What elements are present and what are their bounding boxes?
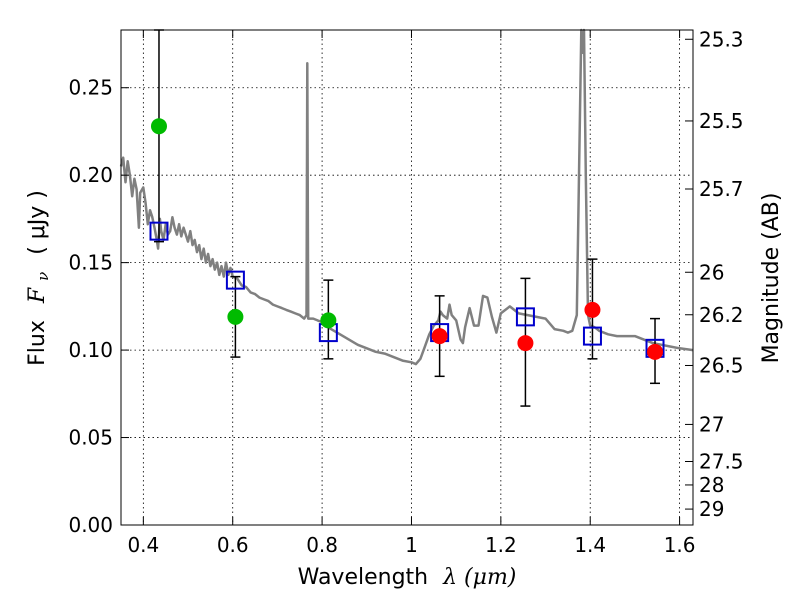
optical-data-point (227, 308, 244, 325)
y-axis-label-subscript: ν (34, 272, 52, 281)
model-spectrum (119, 28, 694, 366)
y-tick-label: 0.15 (68, 251, 113, 275)
y-tick-label: 0.20 (68, 163, 113, 187)
y-tick-label: 0.10 (68, 338, 113, 362)
x-tick-label: 0.4 (127, 533, 159, 557)
nir-data-point (584, 301, 601, 318)
x-axis-label: Wavelength λ (μm) (298, 565, 517, 590)
y2-tick-label: 28 (699, 473, 724, 497)
y2-tick-label: 27 (699, 412, 724, 436)
y-tick-label: 0.00 (68, 513, 113, 537)
markers (149, 118, 665, 360)
nir-data-point (431, 328, 448, 345)
y2-tick-label: 25.7 (699, 177, 744, 201)
y-axis-label: Flux F ν ( μJy ) (25, 190, 54, 366)
y2-tick-label: 26.2 (699, 303, 744, 327)
model-photometry-square (225, 270, 245, 290)
model-photometry-square (515, 307, 535, 327)
y2-tick-label: 25.3 (699, 27, 744, 51)
x-tick-label: 0.6 (217, 533, 249, 557)
nir-data-point (647, 343, 664, 360)
y2-tick-label: 26 (699, 260, 724, 284)
y2-tick-label: 25.5 (699, 109, 744, 133)
y2-axis-label: Magnitude (AB) (759, 193, 784, 364)
model-photometry-square (149, 221, 169, 241)
model-spectrum-line (119, 28, 694, 366)
y2-tick-label: 27.5 (699, 450, 744, 474)
x-axis-label-text: Wavelength (298, 565, 429, 590)
y-axis-label-symbol: F (25, 287, 50, 304)
x-tick-label: 1.4 (574, 533, 606, 557)
model-photometry-square (582, 326, 602, 346)
x-axis-label-unit: λ (μm) (442, 565, 516, 590)
y-tick-label: 0.25 (68, 76, 113, 100)
y-axis-label-text: Flux (25, 320, 50, 366)
grid (121, 30, 693, 526)
plot-frame (120, 29, 694, 526)
x-tick-label: 1.6 (664, 533, 696, 557)
y2-tick-label: 26.5 (699, 353, 744, 377)
nir-data-point (517, 335, 534, 352)
x-tick-label: 1 (405, 533, 418, 557)
x-tick-label: 1.2 (485, 533, 517, 557)
ticks: 0.4 0.6 0.8 1 1.2 1.4 1.6 0.00 0.05 0.10 0.15 0.20 0… (68, 27, 743, 557)
optical-data-point (320, 312, 337, 329)
y-tick-label: 0.05 (68, 426, 113, 450)
y-axis-label-unit: ( μJy ) (25, 190, 50, 255)
optical-data-point (150, 118, 167, 135)
y2-tick-label: 29 (699, 497, 724, 521)
x-tick-label: 0.8 (306, 533, 338, 557)
